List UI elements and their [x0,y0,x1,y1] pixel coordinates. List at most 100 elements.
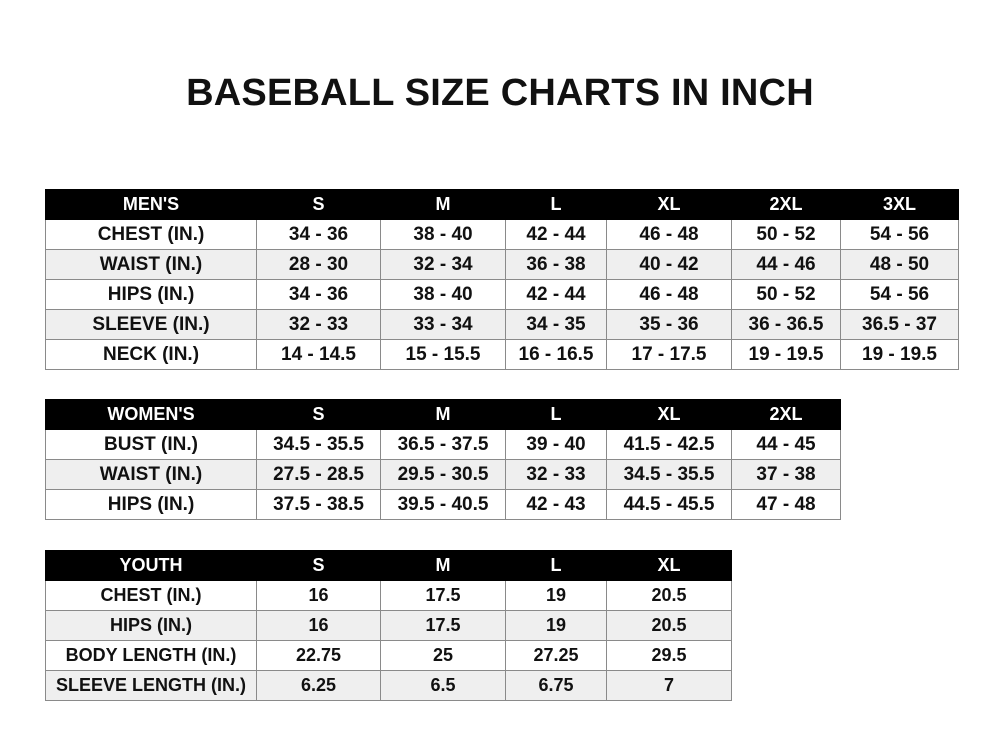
measurement-value: 29.5 [606,640,732,671]
table-row: CHEST (IN.) 34 - 36 38 - 40 42 - 44 46 - 48 5… [45,219,959,250]
measurement-value: 32 - 33 [505,459,607,490]
table-row: HIPS (IN.) 16 17.5 19 20.5 [45,610,732,641]
measurement-value: 34.5 - 35.5 [256,429,381,460]
measurement-value: 16 [256,580,381,611]
measurement-label: SLEEVE LENGTH (IN.) [45,670,257,701]
measurement-value: 19 [505,580,607,611]
header-row: YOUTH S M L XL [45,550,732,581]
measurement-value: 38 - 40 [380,279,506,310]
measurement-value: 32 - 33 [256,309,381,340]
header-row: WOMEN'S S M L XL 2XL [45,399,841,430]
measurement-label: SLEEVE (IN.) [45,309,257,340]
measurement-value: 17.5 [380,580,506,611]
measurement-value: 27.25 [505,640,607,671]
measurement-value: 42 - 44 [505,219,607,250]
measurement-value: 54 - 56 [840,219,959,250]
measurement-value: 39 - 40 [505,429,607,460]
measurement-value: 34.5 - 35.5 [606,459,732,490]
measurement-value: 34 - 36 [256,219,381,250]
measurement-value: 44 - 45 [731,429,841,460]
measurement-value: 19 [505,610,607,641]
measurement-value: 19 - 19.5 [731,339,841,370]
measurement-value: 46 - 48 [606,219,732,250]
measurement-value: 17.5 [380,610,506,641]
measurement-value: 36.5 - 37 [840,309,959,340]
size-header: L [505,399,607,430]
size-header: 2XL [731,189,841,220]
measurement-value: 14 - 14.5 [256,339,381,370]
measurement-label: HIPS (IN.) [45,489,257,520]
table-row: WAIST (IN.) 28 - 30 32 - 34 36 - 38 40 - 42 4… [45,249,959,280]
measurement-value: 22.75 [256,640,381,671]
measurement-value: 46 - 48 [606,279,732,310]
measurement-value: 33 - 34 [380,309,506,340]
measurement-value: 42 - 43 [505,489,607,520]
measurement-value: 6.25 [256,670,381,701]
measurement-value: 6.5 [380,670,506,701]
measurement-value: 42 - 44 [505,279,607,310]
size-header: S [256,550,381,581]
measurement-value: 37 - 38 [731,459,841,490]
measurement-value: 19 - 19.5 [840,339,959,370]
measurement-value: 54 - 56 [840,279,959,310]
category-header: YOUTH [45,550,257,581]
size-header: XL [606,399,732,430]
measurement-value: 16 - 16.5 [505,339,607,370]
size-header: L [505,550,607,581]
measurement-value: 34 - 36 [256,279,381,310]
mens-size-table: MEN'S S M L XL 2XL 3XL CHEST (IN.) 34 - 36 38 - 4… [45,189,959,370]
table-row: SLEEVE LENGTH (IN.) 6.25 6.5 6.75 7 [45,670,732,701]
measurement-label: WAIST (IN.) [45,249,257,280]
measurement-value: 27.5 - 28.5 [256,459,381,490]
size-header: M [380,550,506,581]
measurement-label: HIPS (IN.) [45,610,257,641]
size-header: S [256,189,381,220]
measurement-value: 40 - 42 [606,249,732,280]
category-header: WOMEN'S [45,399,257,430]
measurement-value: 25 [380,640,506,671]
page-title: BASEBALL SIZE CHARTS IN INCH [186,72,814,114]
measurement-value: 17 - 17.5 [606,339,732,370]
measurement-label: CHEST (IN.) [45,219,257,250]
measurement-label: BUST (IN.) [45,429,257,460]
table-row: BODY LENGTH (IN.) 22.75 25 27.25 29.5 [45,640,732,671]
measurement-value: 34 - 35 [505,309,607,340]
size-header: S [256,399,381,430]
womens-size-table: WOMEN'S S M L XL 2XL BUST (IN.) 34.5 - 35.5 36.5… [45,399,841,520]
measurement-value: 50 - 52 [731,219,841,250]
measurement-label: CHEST (IN.) [45,580,257,611]
table-row: HIPS (IN.) 34 - 36 38 - 40 42 - 44 46 - 48 50… [45,279,959,310]
measurement-value: 44.5 - 45.5 [606,489,732,520]
size-header: 2XL [731,399,841,430]
measurement-value: 37.5 - 38.5 [256,489,381,520]
measurement-value: 44 - 46 [731,249,841,280]
measurement-value: 35 - 36 [606,309,732,340]
size-header: XL [606,550,732,581]
table-row: HIPS (IN.) 37.5 - 38.5 39.5 - 40.5 42 - 43 4… [45,489,841,520]
size-header: M [380,189,506,220]
measurement-value: 41.5 - 42.5 [606,429,732,460]
size-header: L [505,189,607,220]
youth-size-table: YOUTH S M L XL CHEST (IN.) 16 17.5 19 20.5 HIPS (I… [45,550,732,701]
table-row: WAIST (IN.) 27.5 - 28.5 29.5 - 30.5 32 - 33… [45,459,841,490]
measurement-value: 20.5 [606,580,732,611]
measurement-value: 32 - 34 [380,249,506,280]
measurement-value: 50 - 52 [731,279,841,310]
measurement-value: 38 - 40 [380,219,506,250]
size-header: XL [606,189,732,220]
measurement-value: 7 [606,670,732,701]
measurement-value: 48 - 50 [840,249,959,280]
measurement-value: 6.75 [505,670,607,701]
measurement-label: BODY LENGTH (IN.) [45,640,257,671]
measurement-value: 16 [256,610,381,641]
measurement-label: HIPS (IN.) [45,279,257,310]
measurement-value: 39.5 - 40.5 [380,489,506,520]
measurement-value: 36.5 - 37.5 [380,429,506,460]
measurement-value: 36 - 38 [505,249,607,280]
table-row: BUST (IN.) 34.5 - 35.5 36.5 - 37.5 39 - 40 4… [45,429,841,460]
table-row: CHEST (IN.) 16 17.5 19 20.5 [45,580,732,611]
measurement-value: 15 - 15.5 [380,339,506,370]
measurement-value: 28 - 30 [256,249,381,280]
measurement-value: 47 - 48 [731,489,841,520]
measurement-label: NECK (IN.) [45,339,257,370]
